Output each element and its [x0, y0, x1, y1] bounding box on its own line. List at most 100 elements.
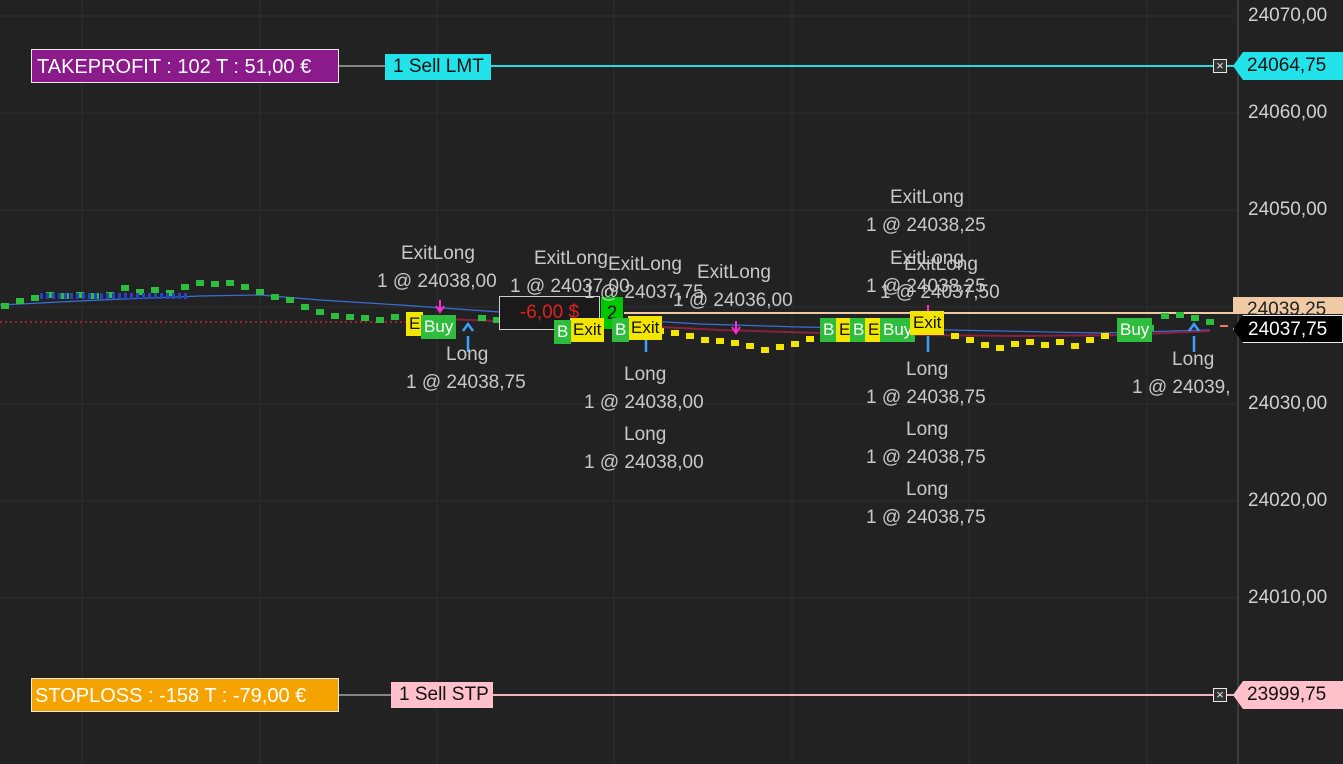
trend-marker-dot	[776, 344, 784, 350]
trend-marker-dot	[166, 290, 174, 296]
arrow-up-icon	[461, 321, 475, 352]
tick-marker	[88, 293, 91, 299]
trend-marker-dot	[966, 337, 974, 343]
trade-annotation-detail: 1 @ 24038,75	[866, 387, 986, 408]
trend-marker-dot	[331, 313, 339, 319]
exit-chip[interactable]: E	[865, 318, 883, 342]
trend-marker-dot	[1, 303, 9, 309]
trend-marker-dot	[361, 315, 369, 321]
tick-marker	[82, 293, 85, 299]
trade-annotation-title: ExitLong	[608, 254, 682, 275]
trend-marker-dot	[256, 289, 264, 295]
trend-marker-dot	[46, 292, 54, 298]
takeprofit-order-button[interactable]: 1 Sell LMT	[385, 54, 491, 80]
trend-marker-dot	[1041, 342, 1049, 348]
exit-chip[interactable]: E	[406, 312, 424, 336]
tick-marker	[142, 293, 145, 299]
tick-marker	[40, 293, 43, 299]
axis-label-24050: 24050,00	[1248, 199, 1328, 220]
entry-price-tag: 24039,25	[1233, 297, 1343, 314]
trend-marker-dot	[1086, 337, 1094, 343]
trend-marker-dot	[106, 292, 114, 298]
tick-marker	[76, 293, 79, 299]
trend-marker-dot	[731, 340, 739, 346]
trend-marker-dot	[16, 298, 24, 304]
tick-marker	[112, 293, 115, 299]
trend-marker-dot	[478, 315, 486, 321]
tick-marker	[118, 293, 121, 299]
trade-annotation-title: ExitLong	[697, 262, 771, 283]
arrow-up-icon	[1187, 321, 1201, 352]
tick-marker	[124, 293, 127, 299]
buy-chip[interactable]: B	[850, 318, 868, 342]
trend-marker-dot	[791, 341, 799, 347]
buy-chip[interactable]: Buy	[880, 318, 916, 342]
trend-marker-dot	[271, 294, 279, 300]
trend-marker-dot	[761, 347, 769, 353]
last-price-tag: 24037,75	[1233, 315, 1343, 343]
trade-annotation-detail: 1 @ 24037,50	[880, 282, 1000, 303]
trade-annotation-detail: 1 @ 24038,25	[866, 276, 986, 297]
exit-chip[interactable]: Exit	[628, 316, 663, 340]
trade-annotation-title: Long	[624, 424, 667, 445]
trade-annotation-detail: 1 @ 24038,25	[866, 215, 986, 236]
trend-marker-dot	[211, 281, 219, 287]
takeprofit-close-icon[interactable]: ×	[1213, 59, 1227, 73]
trade-annotation-title: Long	[906, 359, 949, 380]
buy-chip[interactable]: B	[554, 320, 572, 344]
trend-marker-dot	[226, 280, 234, 286]
trade-annotation-title: Long	[624, 364, 667, 385]
trend-marker-dot	[746, 343, 754, 349]
trade-annotation-detail: 1 @ 24036,00	[673, 290, 793, 311]
trend-marker-dot	[31, 295, 39, 301]
tick-marker	[58, 293, 61, 299]
buy-chip[interactable]: Buy	[1117, 318, 1153, 342]
tick-marker	[46, 293, 49, 299]
buy-chip[interactable]: Buy	[421, 315, 457, 339]
takeprofit-label[interactable]: TAKEPROFIT : 102 T : 51,00 €	[31, 49, 339, 83]
trade-annotation-detail: 1 @ 24037,00	[510, 276, 630, 297]
exit-chip[interactable]: E	[836, 318, 854, 342]
tick-marker	[64, 293, 67, 299]
trade-annotation-title: ExitLong	[890, 248, 964, 269]
trend-marker-dot	[806, 336, 814, 342]
tick-marker	[172, 293, 175, 299]
trend-marker-dot	[151, 287, 159, 293]
trade-annotation-detail: 1 @ 24038,00	[584, 452, 704, 473]
tick-marker	[52, 293, 55, 299]
trend-marker-dot	[671, 330, 679, 336]
trend-marker-dot	[301, 304, 309, 310]
trend-marker-dot	[286, 297, 294, 303]
trend-marker-dot	[1071, 343, 1079, 349]
trade-annotation-title: ExitLong	[534, 248, 608, 269]
tick-marker	[100, 293, 103, 299]
trend-marker-dot	[996, 345, 1004, 351]
tick-marker	[154, 293, 157, 299]
stoploss-order-button[interactable]: 1 Sell STP	[391, 682, 493, 708]
tick-marker	[178, 293, 181, 299]
trend-marker-dot	[196, 280, 204, 286]
trade-annotation-detail: 1 @ 24037,75	[584, 282, 704, 303]
axis-label-24010: 24010,00	[1248, 587, 1328, 608]
trend-marker-dot	[1161, 313, 1169, 319]
trend-marker-dot	[346, 314, 354, 320]
trade-annotation-detail: 1 @ 24038,75	[866, 447, 986, 468]
takeprofit-price-tag[interactable]: 24064,75	[1233, 52, 1343, 80]
trend-marker-dot	[716, 338, 724, 344]
buy-chip[interactable]: B	[612, 318, 630, 342]
exit-chip[interactable]: Exit	[910, 311, 945, 335]
stoploss-price-tag[interactable]: 23999,75	[1233, 681, 1343, 709]
trade-annotation-title: ExitLong	[890, 187, 964, 208]
stoploss-label[interactable]: STOPLOSS : -158 T : -79,00 €	[31, 678, 339, 712]
exit-chip[interactable]: Exit	[570, 318, 605, 342]
trade-annotation-title: Long	[906, 479, 949, 500]
trend-marker-dot	[376, 317, 384, 323]
arrow-down-icon	[731, 321, 741, 335]
trade-annotation-title: Long	[906, 419, 949, 440]
trend-marker-dot	[1026, 339, 1034, 345]
stoploss-close-icon[interactable]: ×	[1213, 688, 1227, 702]
buy-chip[interactable]: B	[820, 318, 838, 342]
trend-marker-dot	[76, 292, 84, 298]
